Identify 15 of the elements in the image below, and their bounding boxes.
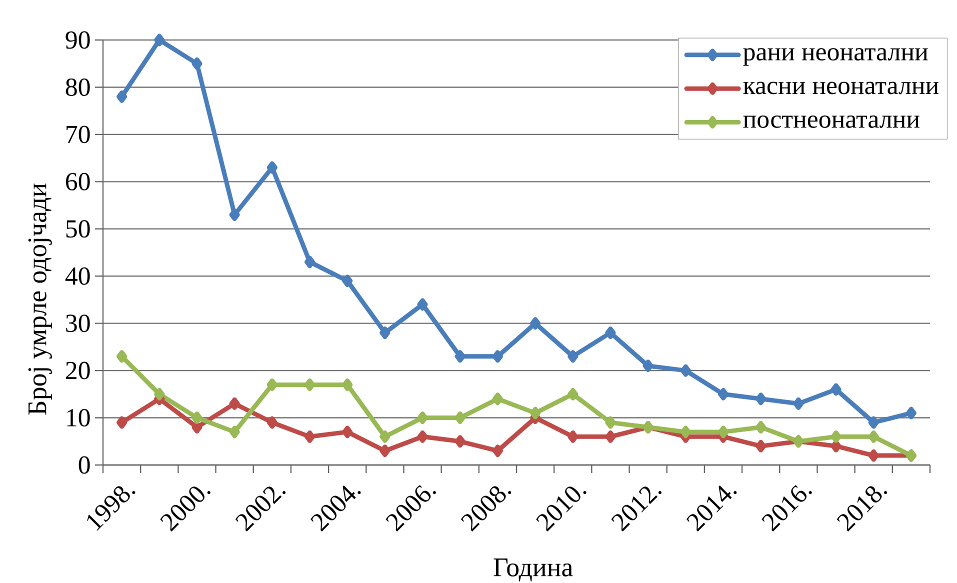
legend-label: касни неонатални (743, 82, 939, 94)
y-tick-label: 50 (66, 220, 90, 238)
y-tick-label: 10 (67, 409, 90, 427)
y-tick-label: 60 (66, 172, 90, 190)
y-tick-label: 90 (66, 31, 90, 49)
y-tick-label: 0 (78, 456, 90, 474)
y-tick-label: 80 (66, 78, 90, 96)
x-axis-title: Година (494, 558, 573, 582)
y-tick-label: 40 (65, 267, 90, 285)
legend-label: постнеонатални (743, 115, 920, 128)
y-tick-label: 20 (66, 362, 90, 380)
y-axis-title: Број умрле одојчади (28, 184, 52, 415)
legend-label: рани неонатални (743, 48, 928, 66)
y-tick-label: 30 (66, 314, 90, 332)
y-tick-label: 70 (66, 126, 90, 144)
